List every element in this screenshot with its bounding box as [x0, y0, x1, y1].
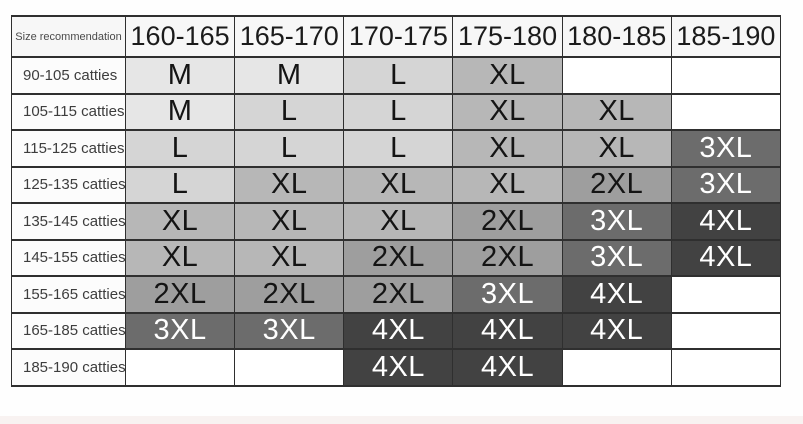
- size-cell: 2XL: [343, 238, 454, 277]
- size-cell: 3XL: [561, 202, 672, 241]
- size-cell: 3XL: [234, 311, 345, 350]
- column-header: 165-170: [234, 15, 345, 58]
- table-row: 185-190 catties 4XL 4XL: [11, 348, 782, 387]
- size-cell: XL: [452, 165, 563, 204]
- size-cell-empty: [234, 348, 345, 387]
- row-label: 155-165 catties: [11, 275, 126, 314]
- table-body: 90-105 catties M M L XL 105-115 catties M L L XL X…: [11, 56, 782, 387]
- size-cell-empty: [670, 275, 782, 314]
- size-cell: M: [124, 92, 236, 131]
- size-cell: 3XL: [452, 275, 563, 314]
- size-cell: XL: [452, 56, 563, 95]
- table-row: 145-155 catties XL XL 2XL 2XL 3XL 4XL: [11, 238, 782, 277]
- size-cell: 4XL: [561, 311, 672, 350]
- size-cell-empty: [670, 56, 782, 95]
- size-cell: XL: [452, 129, 563, 168]
- size-cell: XL: [124, 238, 236, 277]
- size-cell: XL: [124, 202, 236, 241]
- table-row: 115-125 catties L L L XL XL 3XL: [11, 129, 782, 168]
- size-cell: 4XL: [670, 238, 782, 277]
- size-cell: 4XL: [343, 311, 454, 350]
- size-cell: L: [343, 56, 454, 95]
- size-recommendation-table: Size recommendation 160-165 165-170 170-17…: [11, 15, 782, 387]
- row-label: 90-105 catties: [11, 56, 126, 95]
- header-row: Size recommendation 160-165 165-170 170-17…: [11, 15, 782, 58]
- size-cell-empty: [670, 311, 782, 350]
- size-cell: 2XL: [234, 275, 345, 314]
- size-cell: 3XL: [670, 129, 782, 168]
- size-cell: 4XL: [561, 275, 672, 314]
- corner-header: Size recommendation: [11, 15, 126, 58]
- size-cell: L: [234, 129, 345, 168]
- size-cell-empty: [124, 348, 236, 387]
- row-label: 135-145 catties: [11, 202, 126, 241]
- row-label: 105-115 catties: [11, 92, 126, 131]
- size-cell: 4XL: [452, 348, 563, 387]
- size-cell: XL: [234, 165, 345, 204]
- size-cell: 2XL: [561, 165, 672, 204]
- column-header: 175-180: [452, 15, 563, 58]
- size-cell: 4XL: [670, 202, 782, 241]
- size-cell: L: [124, 165, 236, 204]
- table-row: 165-185 catties 3XL 3XL 4XL 4XL 4XL: [11, 311, 782, 350]
- size-cell: 2XL: [124, 275, 236, 314]
- size-cell: L: [124, 129, 236, 168]
- size-cell: XL: [343, 202, 454, 241]
- size-cell: M: [234, 56, 345, 95]
- column-header: 180-185: [561, 15, 672, 58]
- size-cell: XL: [561, 92, 672, 131]
- size-cell: 3XL: [561, 238, 672, 277]
- column-header: 185-190: [670, 15, 782, 58]
- row-label: 115-125 catties: [11, 129, 126, 168]
- table-row: 105-115 catties M L L XL XL: [11, 92, 782, 131]
- size-cell-empty: [561, 348, 672, 387]
- size-cell: XL: [343, 165, 454, 204]
- size-cell: 4XL: [343, 348, 454, 387]
- size-cell: 2XL: [343, 275, 454, 314]
- size-cell: 2XL: [452, 238, 563, 277]
- size-cell-empty: [670, 92, 782, 131]
- size-cell: L: [343, 129, 454, 168]
- column-header: 170-175: [343, 15, 454, 58]
- column-header: 160-165: [124, 15, 236, 58]
- row-label: 125-135 catties: [11, 165, 126, 204]
- row-label: 145-155 catties: [11, 238, 126, 277]
- size-cell-empty: [561, 56, 672, 95]
- row-label: 165-185 catties: [11, 311, 126, 350]
- size-cell: L: [343, 92, 454, 131]
- size-cell: M: [124, 56, 236, 95]
- size-cell: 3XL: [670, 165, 782, 204]
- table-row: 155-165 catties 2XL 2XL 2XL 3XL 4XL: [11, 275, 782, 314]
- table-row: 90-105 catties M M L XL: [11, 56, 782, 95]
- row-label: 185-190 catties: [11, 348, 126, 387]
- table-row: 125-135 catties L XL XL XL 2XL 3XL: [11, 165, 782, 204]
- size-cell: XL: [561, 129, 672, 168]
- table-row: 135-145 catties XL XL XL 2XL 3XL 4XL: [11, 202, 782, 241]
- size-cell: XL: [452, 92, 563, 131]
- size-cell: XL: [234, 238, 345, 277]
- size-cell: 3XL: [124, 311, 236, 350]
- size-cell: 4XL: [452, 311, 563, 350]
- bottom-strip: [0, 416, 803, 424]
- size-cell-empty: [670, 348, 782, 387]
- size-cell: XL: [234, 202, 345, 241]
- size-cell: L: [234, 92, 345, 131]
- size-cell: 2XL: [452, 202, 563, 241]
